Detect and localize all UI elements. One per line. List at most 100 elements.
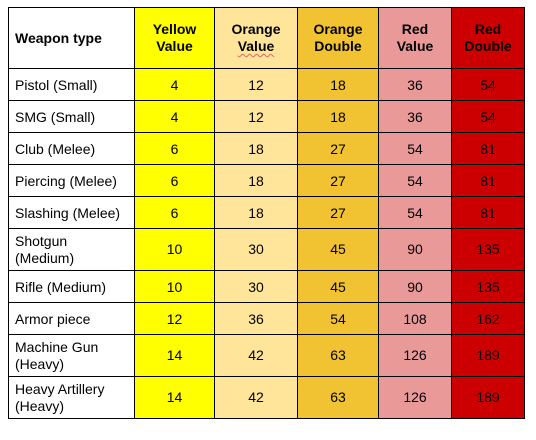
- cell-red-double: 162: [451, 302, 525, 335]
- cell-weapon-type: Rifle (Medium): [8, 270, 135, 303]
- weapon-name-line: Slashing (Melee): [15, 204, 121, 221]
- cell-red-double: 81: [451, 164, 525, 197]
- cell-yellow-value: 14: [134, 376, 215, 419]
- cell-orange-value: 42: [214, 334, 298, 377]
- cell-weapon-type: SMG (Small): [8, 100, 135, 133]
- header-red-double-line-1: Red: [474, 21, 502, 37]
- cell-red-double: 81: [451, 196, 525, 229]
- cell-orange-value: 12: [214, 100, 298, 133]
- cell-yellow-value: 4: [134, 68, 215, 101]
- cell-red-double: 135: [451, 228, 525, 271]
- header-orange-double-line-2: Double: [314, 38, 362, 54]
- cell-orange-value: 18: [214, 164, 298, 197]
- cell-orange-double: 27: [297, 196, 379, 229]
- weapon-name-line: Armor piece: [15, 310, 91, 327]
- cell-orange-value: 30: [214, 270, 298, 303]
- weapon-name-line: Pistol (Small): [15, 76, 98, 93]
- weapon-name-line: Rifle (Medium): [15, 278, 107, 295]
- cell-red-double: 189: [451, 334, 525, 377]
- header-yellow-value-line-2: Value: [156, 38, 193, 54]
- cell-orange-double: 54: [297, 302, 379, 335]
- cell-weapon-type: Heavy Artillery (Heavy): [8, 376, 135, 419]
- weapon-name-line: Machine Gun: [15, 338, 99, 355]
- cell-weapon-type: Armor piece: [8, 302, 135, 335]
- cell-orange-double: 27: [297, 164, 379, 197]
- weapon-value-table: Weapon type Yellow Value Orange Value Or…: [8, 7, 525, 419]
- cell-red-value: 36: [378, 68, 452, 101]
- cell-red-value: 90: [378, 228, 452, 271]
- header-orange-double: Orange Double: [297, 7, 379, 69]
- header-yellow-value-line-1: Yellow: [152, 21, 197, 37]
- table-row: Pistol (Small) 4 12 18 36 54: [8, 68, 525, 101]
- table-row: Club (Melee) 6 18 27 54 81: [8, 132, 525, 165]
- table-row: Piercing (Melee) 6 18 27 54 81: [8, 164, 525, 197]
- cell-orange-value: 18: [214, 132, 298, 165]
- cell-orange-double: 18: [297, 68, 379, 101]
- header-weapon-type: Weapon type: [8, 7, 135, 69]
- header-yellow-value: Yellow Value: [134, 7, 215, 69]
- cell-red-double: 54: [451, 68, 525, 101]
- cell-red-value: 54: [378, 132, 452, 165]
- cell-red-value: 126: [378, 376, 452, 419]
- cell-red-value: 54: [378, 196, 452, 229]
- cell-orange-value: 42: [214, 376, 298, 419]
- table-row: Slashing (Melee) 6 18 27 54 81: [8, 196, 525, 229]
- weapon-name-line: (Heavy): [15, 355, 65, 372]
- table-row: SMG (Small) 4 12 18 36 54: [8, 100, 525, 133]
- cell-weapon-type: Machine Gun (Heavy): [8, 334, 135, 377]
- header-row: Weapon type Yellow Value Orange Value Or…: [8, 7, 525, 69]
- cell-yellow-value: 10: [134, 228, 215, 271]
- cell-red-value: 90: [378, 270, 452, 303]
- header-orange-value-line-1: Orange: [231, 21, 281, 37]
- cell-yellow-value: 12: [134, 302, 215, 335]
- weapon-name-line: Shotgun: [15, 232, 68, 249]
- cell-red-double: 135: [451, 270, 525, 303]
- header-orange-value-line-2: Value: [221, 38, 291, 55]
- cell-orange-double: 63: [297, 334, 379, 377]
- cell-orange-double: 18: [297, 100, 379, 133]
- cell-weapon-type: Shotgun (Medium): [8, 228, 135, 271]
- cell-red-value: 126: [378, 334, 452, 377]
- cell-orange-double: 45: [297, 270, 379, 303]
- weapon-name-line: Heavy Artillery: [15, 380, 105, 397]
- cell-weapon-type: Club (Melee): [8, 132, 135, 165]
- cell-yellow-value: 6: [134, 164, 215, 197]
- cell-yellow-value: 10: [134, 270, 215, 303]
- header-red-value-line-1: Red: [401, 21, 429, 37]
- weapon-name-line: (Medium): [15, 249, 75, 266]
- header-red-double: Red Double: [451, 7, 525, 69]
- cell-red-double: 54: [451, 100, 525, 133]
- cell-yellow-value: 6: [134, 196, 215, 229]
- table-row: Heavy Artillery (Heavy) 14 42 63 126 189: [8, 376, 525, 419]
- cell-weapon-type: Slashing (Melee): [8, 196, 135, 229]
- cell-orange-value: 30: [214, 228, 298, 271]
- spellcheck-underline: Value: [237, 38, 275, 54]
- cell-orange-value: 18: [214, 196, 298, 229]
- weapon-name-line: Club (Melee): [15, 140, 96, 157]
- cell-weapon-type: Piercing (Melee): [8, 164, 135, 197]
- cell-orange-double: 27: [297, 132, 379, 165]
- table-row: Machine Gun (Heavy) 14 42 63 126 189: [8, 334, 525, 377]
- header-orange-value: Orange Value: [214, 7, 298, 69]
- header-orange-double-line-1: Orange: [313, 21, 363, 37]
- weapon-name-line: Piercing (Melee): [15, 172, 117, 189]
- table-body: Pistol (Small) 4 12 18 36 54 SMG (Small) 4 12 18 3…: [8, 68, 525, 419]
- cell-red-value: 36: [378, 100, 452, 133]
- weapon-name-line: SMG (Small): [15, 108, 96, 125]
- cell-orange-value: 36: [214, 302, 298, 335]
- cell-yellow-value: 14: [134, 334, 215, 377]
- weapon-name-line: (Heavy): [15, 397, 65, 414]
- cell-orange-double: 45: [297, 228, 379, 271]
- cell-red-double: 189: [451, 376, 525, 419]
- cell-red-double: 81: [451, 132, 525, 165]
- cell-red-value: 108: [378, 302, 452, 335]
- cell-weapon-type: Pistol (Small): [8, 68, 135, 101]
- cell-orange-double: 63: [297, 376, 379, 419]
- table-row: Rifle (Medium) 10 30 45 90 135: [8, 270, 525, 303]
- cell-yellow-value: 6: [134, 132, 215, 165]
- cell-orange-value: 12: [214, 68, 298, 101]
- cell-yellow-value: 4: [134, 100, 215, 133]
- table-row: Armor piece 12 36 54 108 162: [8, 302, 525, 335]
- header-red-value: Red Value: [378, 7, 452, 69]
- header-red-value-line-2: Value: [396, 38, 434, 54]
